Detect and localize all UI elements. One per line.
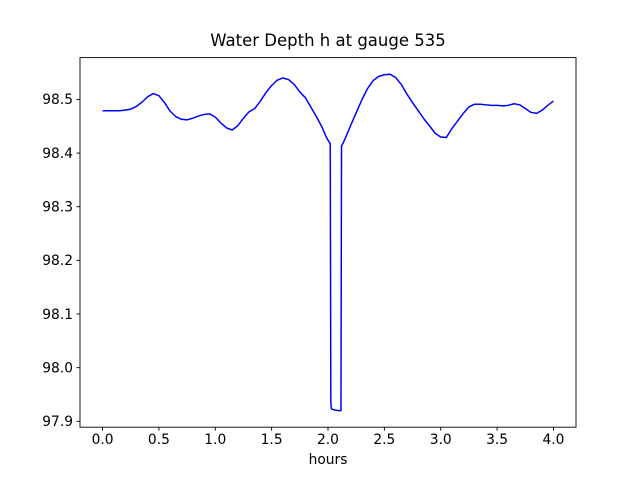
- x-tick-label: 3.5: [486, 432, 508, 448]
- x-tick-label: 0.5: [148, 432, 170, 448]
- y-tick-label: 98.0: [42, 360, 73, 376]
- x-axis-label: hours: [309, 452, 348, 468]
- line-layer: [102, 73, 554, 412]
- x-tick-label: 4.0: [542, 432, 564, 448]
- data-line-water-depth-gauge-535: [102, 73, 554, 412]
- x-tick-label: 1.5: [261, 432, 283, 448]
- axes-spines: [79, 57, 577, 428]
- y-tick-label: 98.1: [42, 307, 73, 323]
- x-tick-label: 3.0: [430, 432, 452, 448]
- y-tick-label: 97.9: [42, 414, 73, 430]
- y-tick-label: 98.4: [42, 146, 73, 162]
- x-tick-label: 0.0: [92, 432, 114, 448]
- y-tick-label: 98.3: [42, 200, 73, 216]
- x-tick-label: 2.5: [373, 432, 395, 448]
- y-tick-label: 98.2: [42, 253, 73, 269]
- y-tick-label: 98.5: [42, 92, 73, 108]
- x-tick-label: 1.0: [204, 432, 226, 448]
- x-tick-label: 2.0: [317, 432, 339, 448]
- chart-title: Water Depth h at gauge 535: [210, 31, 445, 50]
- ticks-layer: 0.0 0.5 1.0 1.5 2.0 2.5 3.0 3.5 4.0 97.9 98.0 98.1 9…: [42, 92, 564, 448]
